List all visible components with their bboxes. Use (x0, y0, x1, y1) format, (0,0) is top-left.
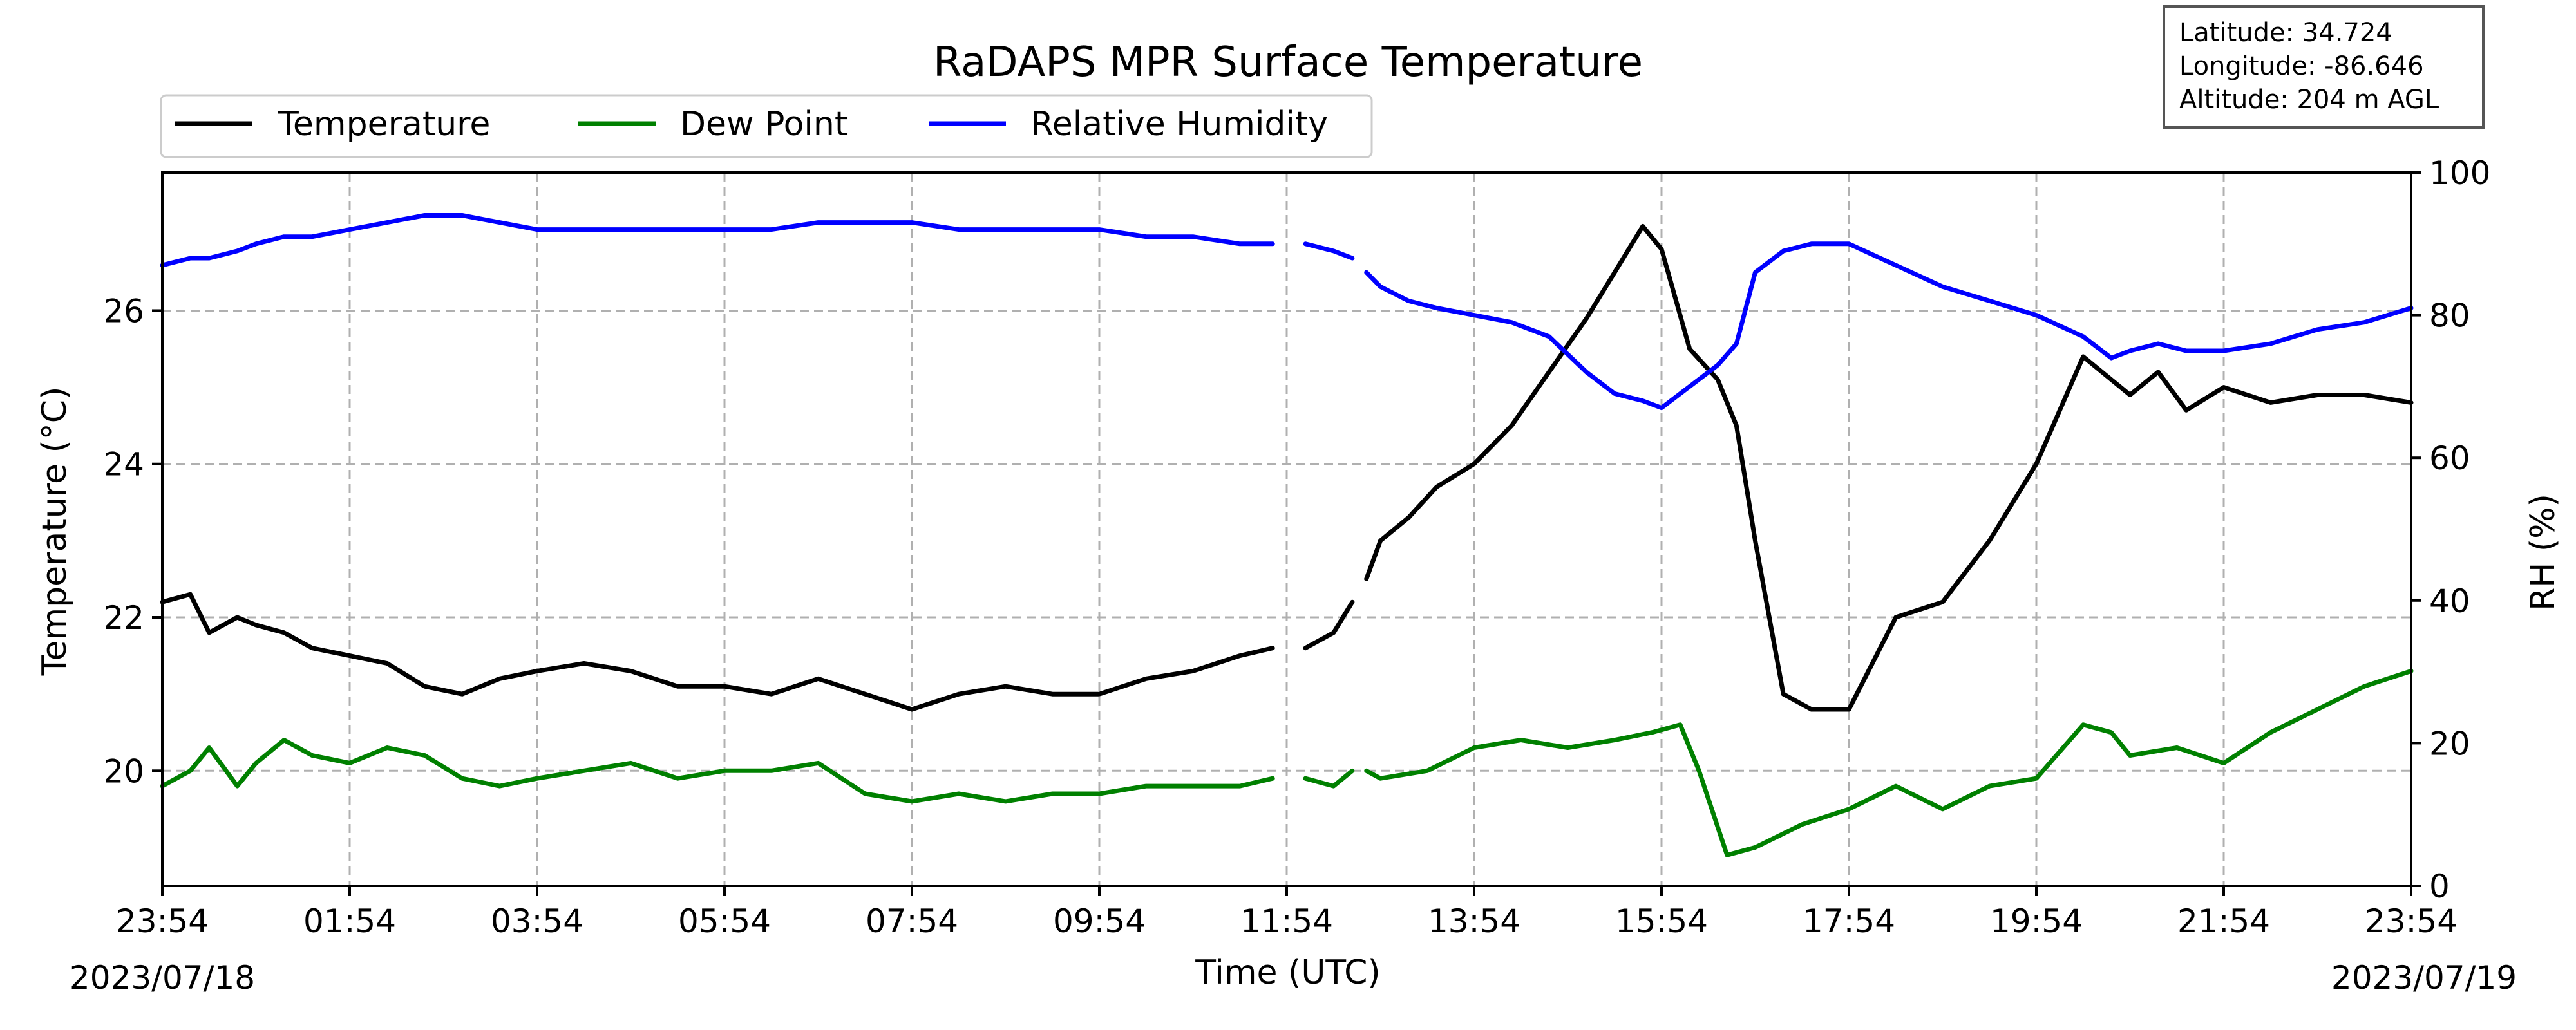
y-tick-label: 26 (103, 292, 144, 330)
series-line-temperature (160, 223, 2414, 712)
x-tick-label: 15:54 (1615, 903, 1708, 940)
x-tick-label: 09:54 (1053, 903, 1146, 940)
legend-label-relative-humidity: Relative Humidity (1030, 105, 1328, 144)
info-box-frame (2163, 5, 2485, 129)
end-date-label: 2023/07/19 (2331, 959, 2517, 997)
legend-label-temperature: Temperature (278, 105, 490, 144)
x-tick-label: 13:54 (1428, 903, 1520, 940)
location-info-box: Latitude: 34.724 Longitude: -86.646 Alti… (2163, 5, 2485, 129)
x-tick-label: 07:54 (866, 903, 958, 940)
right-tick-label: 100 (2429, 154, 2490, 192)
series-lines (160, 213, 2414, 857)
x-tick-label: 03:54 (491, 903, 583, 940)
right-tick-label: 60 (2429, 440, 2470, 477)
longitude-text: Longitude: -86.646 (2179, 52, 2424, 81)
legend-frame (160, 94, 1373, 158)
altitude-text: Altitude: 204 m AGL (2179, 85, 2439, 115)
y-tick-label: 20 (103, 753, 144, 790)
right-tick-label: 0 (2429, 868, 2450, 905)
y-axis-ticks: 20 22 24 26 (103, 292, 162, 790)
legend: Temperature Dew Point Relative Humidity (160, 94, 1373, 158)
x-tick-label: 11:54 (1240, 903, 1333, 940)
series-line-relative-humidity (160, 213, 2414, 411)
latitude-text: Latitude: 34.724 (2179, 18, 2392, 48)
legend-label-dew-point: Dew Point (680, 105, 848, 144)
x-tick-label: 19:54 (1990, 903, 2083, 940)
series-line-dew-point (160, 668, 2414, 857)
right-axis-label: RH (%) (2524, 494, 2562, 611)
y-axis-label: Temperature (°C) (35, 387, 74, 677)
right-tick-label: 40 (2429, 583, 2470, 620)
grid (162, 173, 2411, 886)
x-tick-label: 17:54 (1803, 903, 1895, 940)
x-axis-ticks: 23:54 01:54 03:54 05:54 07:54 09:54 11:54 13:54… (116, 886, 2458, 940)
x-tick-label: 21:54 (2177, 903, 2270, 940)
x-axis-label: Time (UTC) (1195, 953, 1380, 992)
start-date-label: 2023/07/18 (70, 959, 255, 997)
x-tick-label: 23:54 (116, 903, 209, 940)
x-tick-label: 01:54 (303, 903, 396, 940)
right-tick-label: 80 (2429, 297, 2470, 335)
chart-title: RaDAPS MPR Surface Temperature (933, 39, 1643, 86)
y-tick-label: 22 (103, 599, 144, 637)
right-axis-ticks: 0 20 40 60 80 100 (2411, 154, 2490, 905)
x-tick-label: 23:54 (2365, 903, 2458, 940)
right-tick-label: 20 (2429, 725, 2470, 762)
y-tick-label: 24 (103, 446, 144, 483)
x-tick-label: 05:54 (678, 903, 771, 940)
